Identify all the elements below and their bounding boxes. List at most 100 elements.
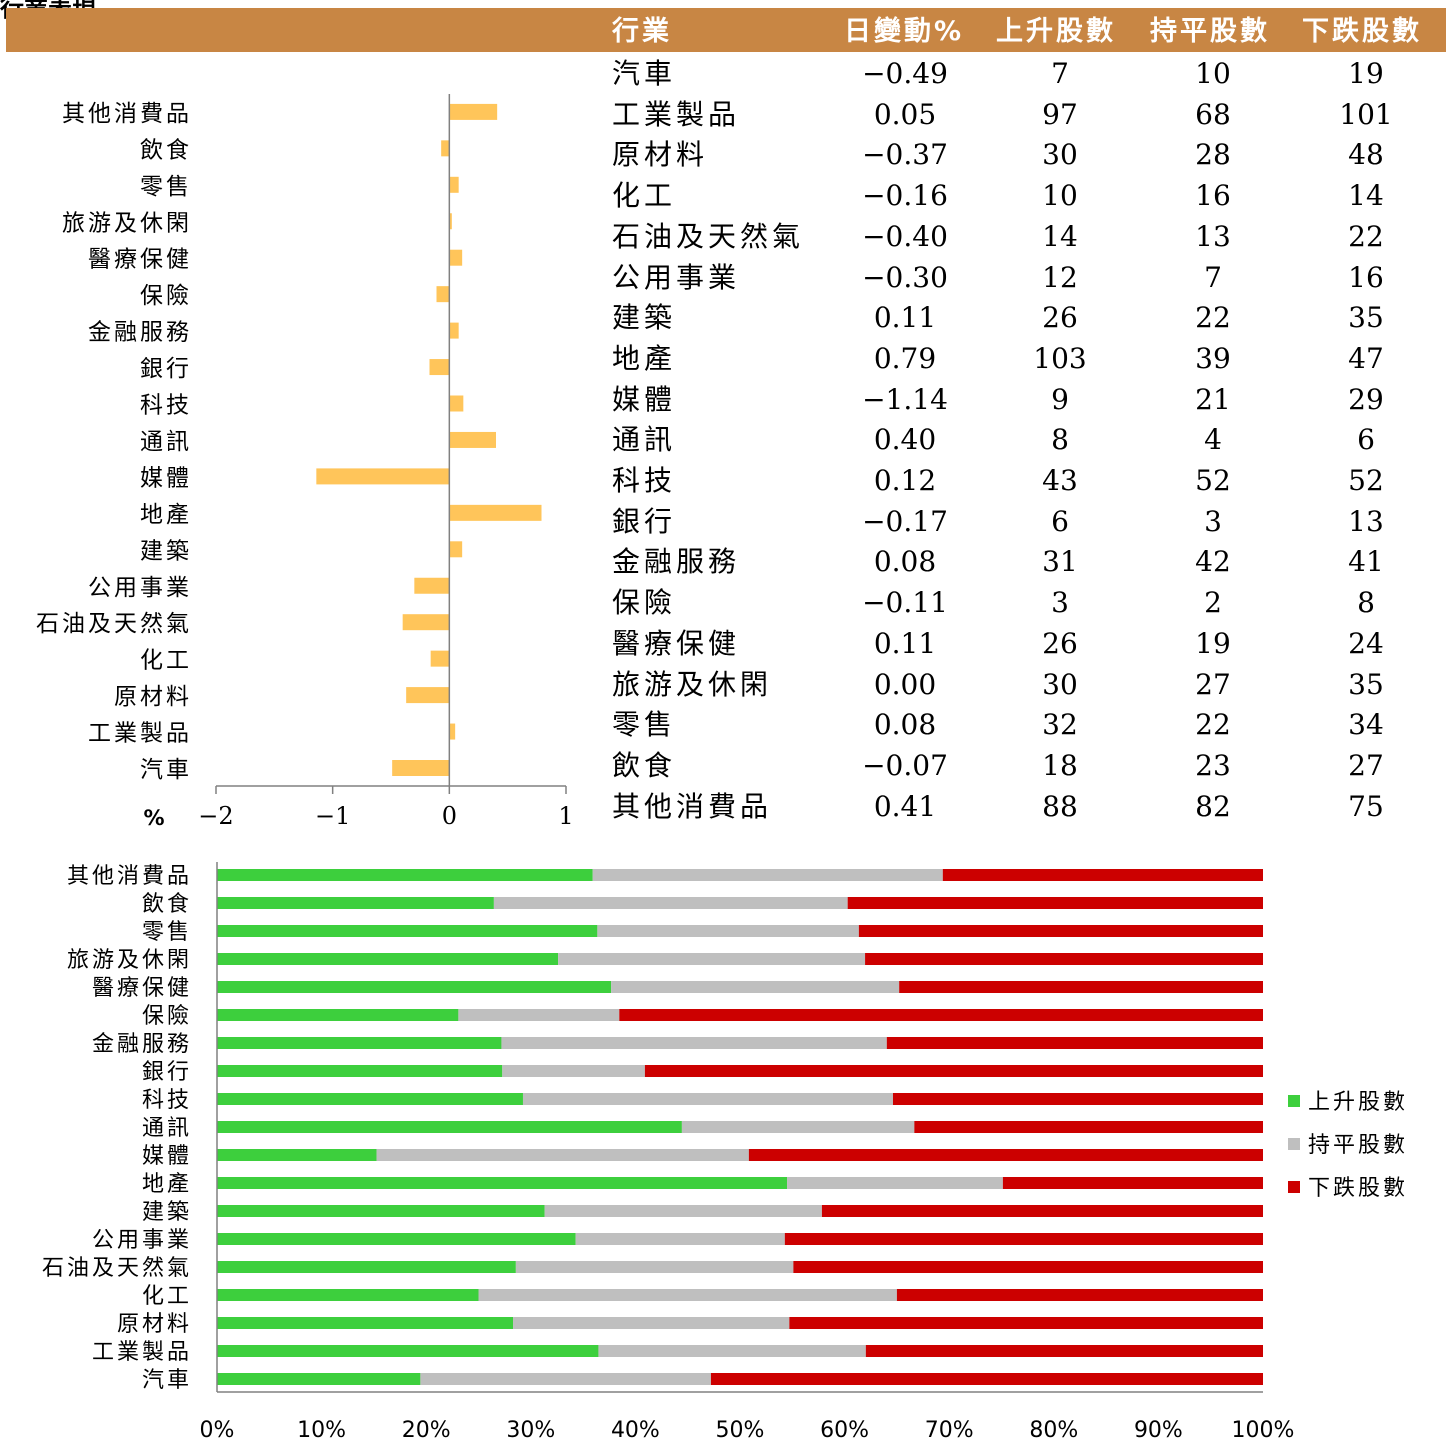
- category-label: 化工: [140, 648, 192, 674]
- x-tick-label: −1: [315, 802, 350, 830]
- up-segment: [217, 1121, 682, 1133]
- cell-flat: 27: [1195, 667, 1231, 701]
- down-segment: [942, 869, 1263, 881]
- cell-up: 12: [1042, 260, 1078, 294]
- cell-change: 0.05: [873, 97, 937, 131]
- cell-down: 35: [1348, 301, 1384, 335]
- sector-name: 銀行: [612, 504, 677, 538]
- flat-segment: [515, 1261, 794, 1273]
- category-label: 汽車: [142, 1368, 192, 1393]
- change-bar: [449, 431, 496, 448]
- category-label: 原材料: [114, 684, 192, 710]
- category-label: 其他消費品: [62, 101, 192, 127]
- category-label: 保險: [140, 283, 192, 309]
- up-segment: [217, 1261, 516, 1273]
- cell-flat: 52: [1195, 464, 1231, 497]
- up-segment: [217, 925, 598, 937]
- x-tick-label: 80%: [1029, 1418, 1078, 1443]
- cell-flat: 22: [1195, 301, 1231, 335]
- legend-label: 上升股數: [1308, 1090, 1409, 1115]
- change-bar: [449, 213, 452, 230]
- category-label: 科技: [142, 1088, 192, 1113]
- down-segment: [847, 897, 1263, 909]
- down-segment: [858, 925, 1263, 937]
- up-segment: [217, 1289, 479, 1301]
- flat-segment: [597, 925, 859, 937]
- up-segment: [217, 1065, 503, 1077]
- category-label: 公用事業: [92, 1228, 192, 1253]
- cell-flat: 42: [1195, 545, 1231, 579]
- down-segment: [748, 1149, 1263, 1161]
- change-bar: [449, 504, 542, 521]
- category-label: 金融服務: [88, 320, 192, 346]
- change-bar: [449, 322, 459, 339]
- cell-up: 103: [1033, 341, 1087, 375]
- cell-up: 32: [1042, 708, 1078, 742]
- down-segment: [710, 1373, 1263, 1385]
- category-label: 其他消費品: [67, 864, 192, 889]
- cell-down: 16: [1348, 260, 1384, 294]
- cell-change: −1.14: [862, 382, 948, 416]
- sector-name: 石油及天然氣: [612, 219, 805, 253]
- cell-change: 0.79: [873, 341, 937, 375]
- cell-down: 6: [1357, 423, 1375, 457]
- down-segment: [821, 1205, 1263, 1217]
- flat-segment: [478, 1289, 897, 1301]
- sector-name: 零售: [612, 708, 677, 742]
- table-header-bar: [6, 8, 1446, 52]
- up-segment: [217, 869, 593, 881]
- category-label: 飲食: [142, 892, 192, 917]
- sector-name: 地產: [612, 341, 677, 375]
- category-label: 媒體: [142, 1144, 192, 1169]
- category-label: 旅游及休閑: [62, 210, 192, 236]
- sector-name: 公用事業: [612, 260, 741, 294]
- down-segment: [896, 1289, 1263, 1301]
- cell-up: 26: [1042, 626, 1078, 660]
- category-label: 通訊: [140, 429, 192, 455]
- cell-up: 43: [1042, 464, 1078, 497]
- column-header: 日變動%: [844, 16, 965, 47]
- up-segment: [217, 1037, 502, 1049]
- down-segment: [1002, 1177, 1263, 1189]
- cell-down: 35: [1348, 667, 1384, 701]
- cell-down: 48: [1348, 138, 1384, 172]
- category-label: 原材料: [117, 1312, 192, 1337]
- cell-down: 75: [1348, 789, 1384, 823]
- category-label: 石油及天然氣: [42, 1256, 192, 1281]
- cell-up: 97: [1042, 97, 1078, 131]
- flat-segment: [420, 1373, 711, 1385]
- flat-segment: [502, 1065, 645, 1077]
- sector-name: 媒體: [612, 382, 677, 416]
- column-header: 持平股數: [1150, 16, 1270, 47]
- cell-change: −0.40: [862, 219, 948, 253]
- flat-segment: [376, 1149, 749, 1161]
- sector-name: 旅游及休閑: [612, 667, 773, 701]
- cell-flat: 82: [1195, 789, 1231, 823]
- flat-segment: [458, 1009, 620, 1021]
- cell-change: −0.17: [862, 504, 948, 538]
- legend-label: 持平股數: [1308, 1133, 1409, 1158]
- breadth-chart: 汽車 工業製品 原材料 化工 石油及天然氣 公用事業 建築 地產 媒體 通訊 科技 銀行 金融服務 保險 醫…: [42, 862, 1294, 1443]
- sector-name: 金融服務: [612, 545, 741, 579]
- change-bar: [449, 723, 456, 740]
- up-segment: [217, 1233, 576, 1245]
- change-bar: [316, 468, 450, 485]
- up-segment: [217, 1345, 599, 1357]
- cell-up: 30: [1042, 138, 1078, 172]
- up-segment: [217, 1317, 514, 1329]
- change-bar: [430, 650, 450, 667]
- x-tick-label: 60%: [820, 1418, 869, 1443]
- category-label: 通訊: [142, 1116, 192, 1141]
- down-segment: [784, 1233, 1263, 1245]
- down-segment: [892, 1093, 1263, 1105]
- cell-flat: 21: [1195, 382, 1231, 416]
- category-label: 地產: [140, 502, 192, 528]
- x-tick-label: 50%: [716, 1418, 765, 1443]
- change-bar: [429, 359, 450, 376]
- cell-flat: 7: [1204, 260, 1222, 294]
- cell-change: 0.11: [873, 626, 937, 660]
- down-segment: [619, 1009, 1263, 1021]
- x-tick-label: 10%: [297, 1418, 346, 1443]
- category-label: 銀行: [140, 356, 192, 382]
- cell-flat: 39: [1195, 341, 1231, 375]
